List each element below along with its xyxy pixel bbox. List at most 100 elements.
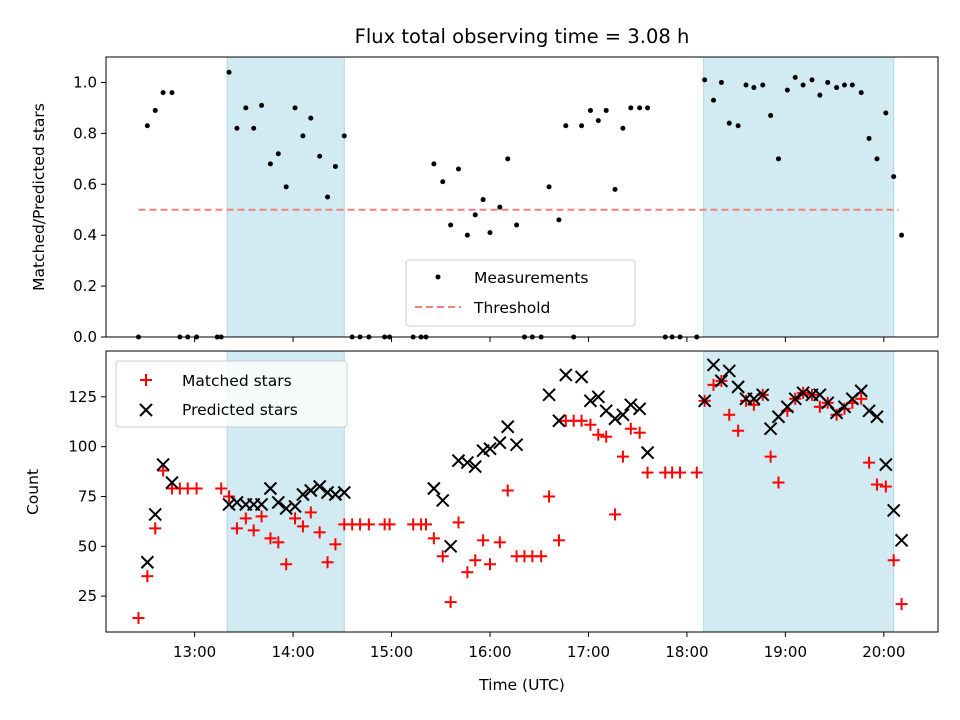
measurement-point bbox=[514, 222, 520, 228]
measurement-point bbox=[556, 217, 562, 223]
measurement-point bbox=[292, 105, 298, 111]
predicted-star-point bbox=[509, 437, 524, 452]
predicted-star-point bbox=[501, 420, 515, 434]
measurement-point bbox=[858, 90, 864, 96]
matched-stars-points bbox=[132, 374, 908, 625]
matched-star-point bbox=[575, 414, 588, 427]
measurement-point bbox=[448, 222, 454, 228]
predicted-star-point bbox=[706, 358, 721, 372]
bottom-panel: 25 50 75 100 125 13:00 14:00 15:00 16:00 17:00 18… bbox=[24, 350, 939, 694]
measurement-point bbox=[455, 166, 461, 172]
measurement-point bbox=[152, 107, 158, 113]
measurement-point bbox=[546, 184, 552, 190]
matched-star-point bbox=[420, 518, 432, 531]
measurement-point bbox=[874, 156, 880, 162]
predicted-star-point bbox=[140, 555, 155, 569]
matched-star-point bbox=[584, 418, 597, 431]
x-axis-label: Time (UTC) bbox=[478, 676, 565, 694]
predicted-star-point bbox=[788, 392, 802, 406]
predicted-star-point bbox=[148, 507, 162, 522]
predicted-star-point bbox=[222, 497, 236, 512]
top-x-ticks bbox=[194, 337, 885, 342]
predicted-star-point bbox=[714, 374, 729, 388]
measurement-point bbox=[784, 87, 790, 93]
predicted-star-point bbox=[337, 485, 351, 500]
predicted-star-point bbox=[320, 485, 335, 500]
y-tick-label: 50 bbox=[78, 537, 97, 555]
matched-star-point bbox=[592, 428, 605, 441]
matched-star-point bbox=[313, 526, 326, 539]
matched-star-point bbox=[264, 532, 277, 545]
measurement-point bbox=[891, 174, 897, 180]
predicted-star-point bbox=[451, 453, 466, 468]
matched-star-point bbox=[255, 510, 268, 523]
predicted-star-point bbox=[632, 402, 647, 416]
matched-star-point bbox=[863, 456, 876, 469]
predicted-star-point bbox=[460, 455, 475, 470]
measurement-point bbox=[817, 92, 823, 98]
measurement-point bbox=[620, 125, 626, 131]
measurement-point bbox=[563, 123, 569, 129]
x-tick-label: 17:00 bbox=[567, 643, 610, 661]
matched-star-point bbox=[493, 536, 506, 549]
matched-star-point bbox=[552, 534, 565, 547]
y-tick-label: 125 bbox=[68, 388, 97, 406]
predicted-star-point bbox=[894, 533, 909, 548]
measurement-point bbox=[775, 156, 781, 162]
measurement-point bbox=[579, 123, 585, 129]
matched-star-point bbox=[855, 392, 868, 405]
matched-star-point bbox=[280, 558, 293, 571]
top-y-ticks: 0.0 0.2 0.4 0.6 0.8 1.0 bbox=[73, 73, 106, 346]
predicted-stars-points bbox=[140, 358, 909, 569]
legend-measurements-marker bbox=[435, 274, 441, 280]
measurement-point bbox=[587, 107, 593, 113]
matched-star-point bbox=[247, 524, 260, 537]
predicted-star-point bbox=[312, 479, 327, 494]
matched-star-point bbox=[272, 536, 285, 549]
measurement-point bbox=[160, 90, 166, 96]
matched-star-point bbox=[747, 398, 760, 411]
x-tick-label: 13:00 bbox=[173, 643, 216, 661]
measurement-point bbox=[743, 82, 749, 88]
matched-star-point bbox=[690, 466, 703, 479]
matched-star-point bbox=[674, 466, 687, 479]
matched-star-point bbox=[543, 490, 556, 503]
measurement-point bbox=[809, 77, 815, 83]
x-tick-label: 18:00 bbox=[665, 643, 708, 661]
predicted-star-point bbox=[443, 539, 458, 554]
predicted-star-point bbox=[886, 503, 901, 518]
predicted-star-point bbox=[763, 422, 778, 436]
matched-star-point bbox=[609, 508, 622, 521]
top-legend-box bbox=[405, 259, 636, 327]
matched-star-point bbox=[230, 522, 243, 535]
predicted-star-point bbox=[574, 370, 589, 384]
measurement-point bbox=[317, 153, 323, 159]
measurement-point bbox=[702, 77, 708, 83]
matched-star-point bbox=[600, 430, 613, 443]
measurement-point bbox=[711, 97, 717, 103]
matched-star-point bbox=[535, 550, 548, 563]
matched-star-point bbox=[329, 538, 342, 551]
matched-star-point bbox=[362, 518, 375, 531]
matched-star-point bbox=[641, 466, 654, 479]
y-tick-label: 0.2 bbox=[73, 277, 97, 295]
measurement-point bbox=[341, 133, 347, 139]
measurement-point bbox=[841, 82, 847, 88]
predicted-star-point bbox=[468, 459, 482, 474]
matched-star-point bbox=[830, 408, 843, 421]
matched-star-point bbox=[427, 532, 440, 545]
bottom-y-axis-label: Count bbox=[24, 469, 42, 515]
shaded-region bbox=[226, 56, 345, 338]
x-tick-label: 19:00 bbox=[764, 643, 807, 661]
predicted-star-point bbox=[870, 410, 884, 424]
matched-star-point bbox=[484, 558, 496, 571]
matched-star-point bbox=[624, 422, 637, 435]
matched-star-point bbox=[157, 464, 170, 477]
measurement-point bbox=[259, 102, 265, 108]
measurement-point bbox=[431, 161, 437, 167]
predicted-star-point bbox=[559, 368, 573, 382]
matched-star-point bbox=[764, 450, 777, 463]
measurement-point bbox=[251, 125, 257, 131]
matched-star-point bbox=[239, 512, 252, 525]
